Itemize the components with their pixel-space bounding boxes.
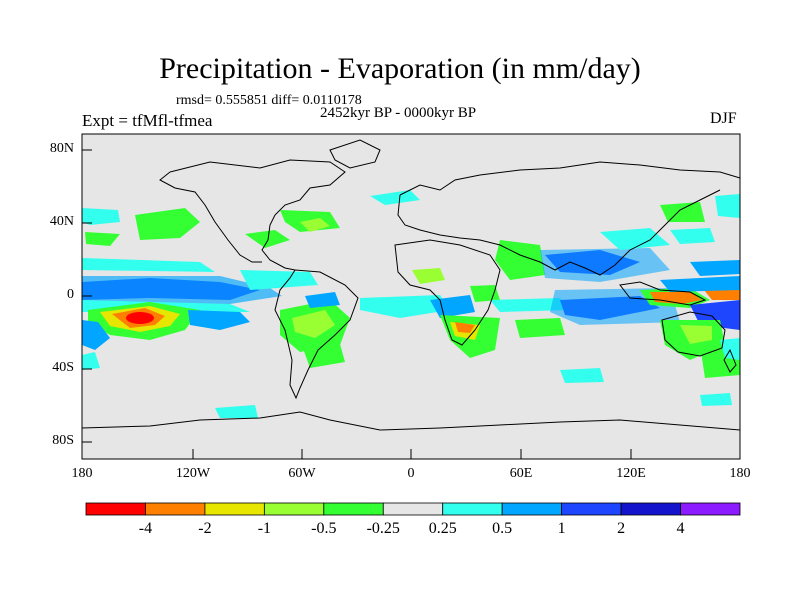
anomaly-patch — [495, 240, 545, 280]
anomaly-patch — [82, 208, 120, 225]
colorbar-swatch — [680, 502, 741, 516]
anomaly-patch — [82, 258, 215, 272]
experiment-label: Expt = tfMfl-tfmea — [82, 111, 213, 130]
anomaly-patch — [240, 270, 318, 290]
anomaly-patch — [300, 340, 345, 368]
colorbar-label: 1 — [557, 520, 566, 537]
coastlines — [81, 139, 741, 431]
anomaly-patch — [245, 230, 290, 248]
colorbar — [85, 502, 741, 516]
colorbar-swatch — [323, 502, 384, 516]
colorbar-swatch — [620, 502, 681, 516]
axis-ticks — [82, 149, 632, 459]
colorbar-swatch — [561, 502, 622, 516]
anomaly-patch — [700, 393, 732, 406]
period-label: 2452kyr BP - 0000kyr BP — [320, 105, 477, 121]
coastline-greenland — [329, 139, 381, 169]
anomaly-patch — [360, 295, 450, 318]
coastline-maritime-continent — [619, 281, 707, 306]
anomaly-patch — [82, 352, 100, 370]
statistics-text: rmsd= 0.555851 diff= 0.0110178 — [176, 93, 362, 108]
coastline-new-zealand — [723, 348, 737, 373]
colorbar-label: -4 — [138, 520, 153, 537]
x-tick-label: 120W — [175, 466, 211, 481]
anomaly-patch — [300, 218, 330, 232]
anomaly-patch — [85, 232, 120, 246]
anomaly-patch — [82, 320, 110, 350]
colorbar-label: -2 — [198, 520, 212, 537]
anomaly-patch — [82, 276, 282, 304]
anomaly-patch — [680, 325, 712, 344]
plot-title: Precipitation - Evaporation (in mm/day) — [159, 52, 641, 85]
colorbar-swatch — [145, 502, 206, 516]
anomaly-patch — [135, 208, 200, 240]
anomaly-patch — [670, 228, 715, 244]
x-tick-label: 180 — [71, 466, 93, 481]
colorbar-swatch — [442, 502, 503, 516]
anomaly-patch — [515, 318, 565, 338]
anomaly-patch — [455, 322, 475, 333]
season-label: DJF — [710, 110, 737, 127]
y-tick-label: 40S — [52, 360, 74, 375]
x-tick-label: 180 — [729, 466, 751, 481]
coastline-eurasia-north — [399, 161, 741, 196]
anomaly-patch — [215, 405, 258, 418]
anomaly-patch — [490, 298, 570, 312]
anomaly-field — [82, 190, 740, 418]
colorbar-swatch — [204, 502, 265, 516]
anomaly-patch — [292, 310, 335, 338]
anomaly-patch — [540, 248, 670, 282]
anomaly-patch — [660, 276, 740, 292]
anomaly-patch — [412, 268, 445, 284]
x-tick-label: 60E — [509, 466, 533, 481]
colorbar-label: 2 — [617, 520, 626, 537]
colorbar-label: 4 — [676, 520, 685, 537]
y-tick-label: 80S — [52, 433, 74, 448]
anomaly-patch — [430, 295, 475, 318]
x-tick-label: 60W — [288, 466, 316, 481]
coastline-australia — [661, 311, 726, 357]
x-tick-label: 0 — [407, 466, 415, 481]
coastline-antarctica — [81, 411, 741, 431]
anomaly-patch — [600, 228, 670, 250]
colorbar-label: -0.25 — [366, 520, 400, 537]
y-tick-label: 0 — [67, 287, 74, 302]
anomaly-patch — [370, 190, 420, 205]
colorbar-swatch — [382, 502, 444, 516]
anomaly-patch — [126, 312, 154, 324]
colorbar-label: 0.5 — [492, 520, 513, 537]
coastline-south-america — [274, 269, 359, 400]
x-tick-label: 120E — [616, 466, 646, 481]
y-tick-label: 40N — [49, 214, 74, 229]
anomaly-patch — [690, 260, 740, 276]
colorbar-swatch — [85, 502, 146, 516]
colorbar-swatch — [263, 502, 325, 516]
y-tick-label: 80N — [49, 141, 74, 156]
coastline-north-america — [169, 159, 346, 271]
anomaly-patch — [560, 368, 604, 383]
anomaly-patch — [660, 202, 705, 222]
colorbar-label: -0.5 — [311, 520, 337, 537]
coastline-eurasia-south — [397, 189, 721, 276]
coastline-north-america-west — [159, 171, 262, 263]
colorbar-label: 0.25 — [428, 520, 457, 537]
anomaly-patch — [720, 338, 740, 360]
coastline-africa — [394, 239, 501, 346]
anomaly-patch — [305, 292, 340, 308]
anomaly-patch — [188, 310, 250, 330]
colorbar-swatch — [501, 502, 563, 516]
colorbar-label: -1 — [257, 520, 272, 537]
anomaly-patch — [715, 194, 740, 218]
